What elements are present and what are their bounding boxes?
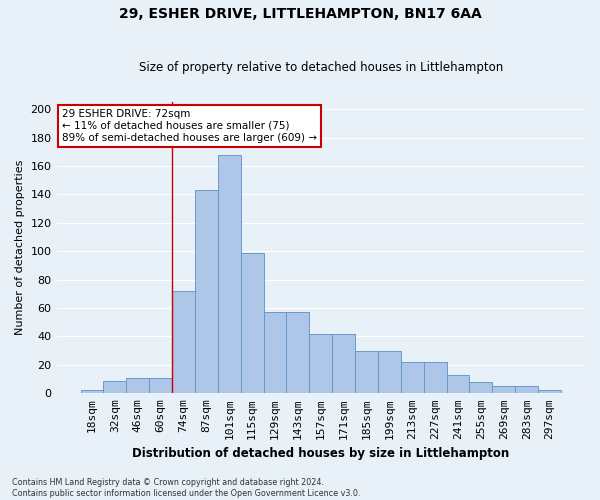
Text: 29 ESHER DRIVE: 72sqm
← 11% of detached houses are smaller (75)
89% of semi-deta: 29 ESHER DRIVE: 72sqm ← 11% of detached …: [62, 110, 317, 142]
Bar: [172, 291, 195, 394]
Bar: [241, 252, 263, 394]
Bar: [310, 334, 332, 394]
Bar: [195, 190, 218, 394]
Bar: [80, 390, 103, 394]
Bar: [446, 375, 469, 394]
Bar: [263, 312, 286, 394]
Bar: [469, 382, 493, 394]
Bar: [378, 350, 401, 394]
X-axis label: Distribution of detached houses by size in Littlehampton: Distribution of detached houses by size …: [132, 447, 509, 460]
Title: Size of property relative to detached houses in Littlehampton: Size of property relative to detached ho…: [139, 62, 503, 74]
Bar: [218, 154, 241, 394]
Bar: [401, 362, 424, 394]
Bar: [355, 350, 378, 394]
Bar: [149, 378, 172, 394]
Bar: [493, 386, 515, 394]
Text: Contains HM Land Registry data © Crown copyright and database right 2024.
Contai: Contains HM Land Registry data © Crown c…: [12, 478, 361, 498]
Bar: [515, 386, 538, 394]
Bar: [103, 380, 127, 394]
Bar: [424, 362, 446, 394]
Text: 29, ESHER DRIVE, LITTLEHAMPTON, BN17 6AA: 29, ESHER DRIVE, LITTLEHAMPTON, BN17 6AA: [119, 8, 481, 22]
Bar: [332, 334, 355, 394]
Bar: [127, 378, 149, 394]
Bar: [286, 312, 310, 394]
Y-axis label: Number of detached properties: Number of detached properties: [15, 160, 25, 336]
Bar: [538, 390, 561, 394]
